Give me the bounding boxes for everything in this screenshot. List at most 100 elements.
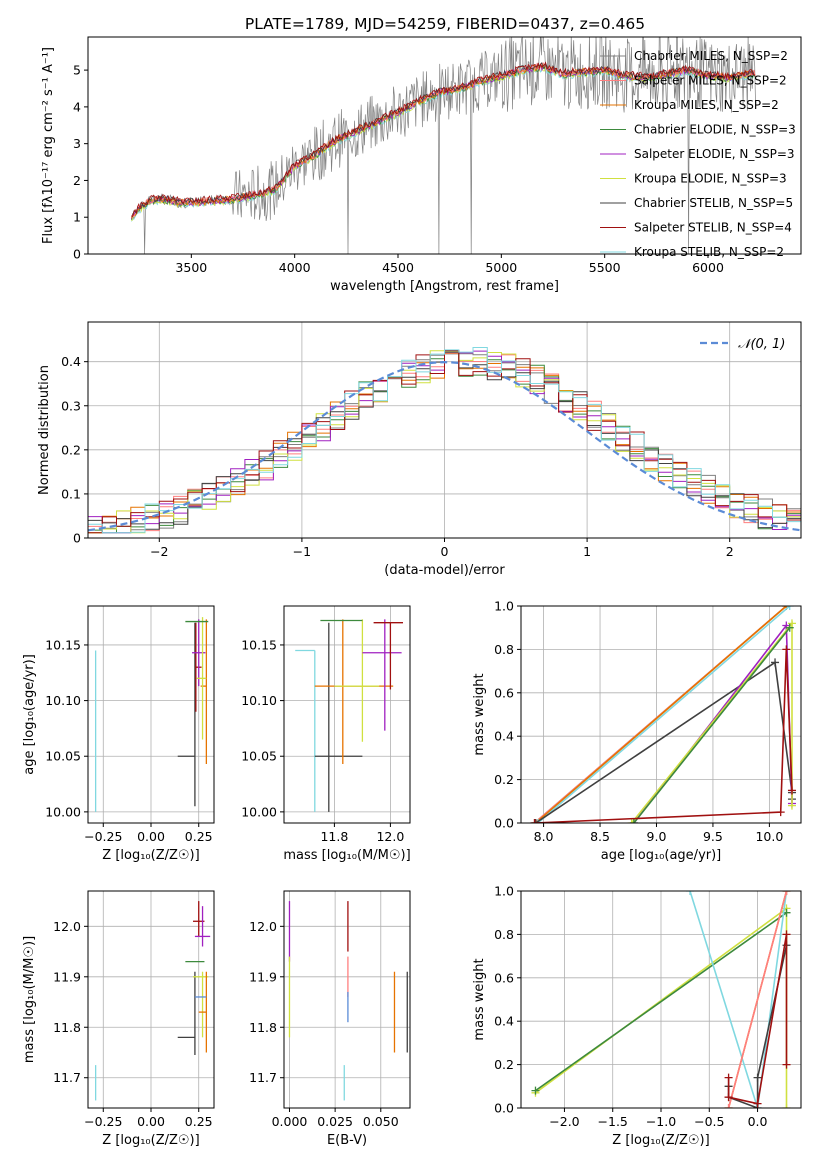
x-tick-label: 3500	[175, 260, 207, 275]
x-axis-label: mass [log₁₀(M/M☉)]	[283, 848, 410, 863]
errorbar-kroupa_miles	[314, 619, 394, 765]
x-axis-label: (data-model)/error	[384, 563, 505, 578]
y-tick-label: 10.10	[45, 693, 81, 708]
ticks: −0.25 0.00 0.25 11.7 11.8 11.9 12.0	[53, 919, 212, 1129]
errorbar-chabrier_stelib	[177, 971, 196, 1056]
x-tick-label: 11.8	[320, 829, 348, 844]
x-axis-label: Z [log₁₀(Z/Z☉)]	[102, 848, 199, 863]
series-line	[630, 621, 793, 823]
series-marker	[753, 1099, 762, 1108]
x-tick-label: 6000	[692, 260, 724, 275]
y-tick-label: 10.10	[241, 693, 277, 708]
series-line	[689, 891, 788, 1108]
series-salpeter_stelib	[530, 645, 796, 823]
x-tick-label: 2	[726, 544, 734, 559]
x-tick-label: 1	[583, 544, 591, 559]
y-tick-label: 10.15	[45, 637, 81, 652]
errorbar-salpeter_elodie	[194, 906, 211, 947]
errorbar-kroupa_elodie	[334, 619, 380, 742]
ticks: 11.8 12.0 10.00 10.05 10.10 10.15	[241, 637, 404, 844]
spectrum-lines	[131, 37, 756, 254]
y-tick-label: 0.0	[494, 816, 514, 831]
legend-label-kroupa_stelib: Kroupa STELIB, N_SSP=2	[634, 245, 784, 259]
x-axis-label: wavelength [Angstrom, rest frame]	[330, 279, 559, 294]
ticks: −2 −1 0 1 2 0 0.1 0.2 0.3 0.4	[61, 354, 734, 559]
grid	[88, 891, 214, 1108]
errorbar-salpeter_stelib	[373, 622, 403, 690]
y-tick-label: 0.2	[494, 772, 514, 787]
x-tick-label: 0.000	[272, 1114, 308, 1129]
series-marker	[724, 1104, 733, 1108]
x-tick-label: 4000	[279, 260, 311, 275]
y-tick-label: 0.1	[61, 486, 81, 501]
y-tick-label: 10.05	[241, 749, 277, 764]
series-marker	[627, 819, 636, 823]
figure-title: PLATE=1789, MJD=54259, FIBERID=0437, z=0…	[245, 15, 645, 33]
errorbar-kroupa_stelib	[295, 649, 316, 812]
series-line	[535, 912, 787, 1092]
series-marker	[782, 930, 791, 939]
x-tick-label: 0.025	[317, 1114, 353, 1129]
errorbar-kroupa_miles	[198, 971, 208, 1053]
series-marker	[782, 645, 791, 654]
series-marker	[629, 819, 638, 823]
errorbars	[94, 901, 211, 1101]
x-axis-label: Z [log₁₀(Z/Z☉)]	[612, 1133, 709, 1148]
series-marker	[782, 1060, 791, 1069]
weight-lines	[531, 891, 791, 1108]
y-tick-label: 0	[73, 531, 81, 546]
y-tick-label: 10.00	[45, 804, 81, 819]
y-tick-label: 1.0	[494, 884, 514, 899]
x-tick-label: −2	[150, 544, 168, 559]
y-tick-label: 4	[73, 99, 81, 114]
series-marker	[724, 1073, 733, 1082]
series-marker	[787, 619, 796, 628]
x-axis-label: Z [log₁₀(Z/Z☉)]	[102, 1133, 199, 1148]
y-tick-label: 11.9	[53, 969, 81, 984]
grid	[521, 890, 801, 1109]
y-tick-label: 11.8	[53, 1020, 81, 1035]
legend-label-salpeter_stelib: Salpeter STELIB, N_SSP=4	[634, 221, 792, 235]
panel-weight_vs_Z: −2.0 −1.5 −1.0 −0.5 0.0 0.0 0.2 0.4 0.6 0.8 1.0 Z […	[472, 884, 802, 1148]
x-tick-label: 0.0	[748, 1114, 768, 1129]
x-tick-label: 0.050	[363, 1114, 399, 1129]
panel-weight_vs_age: 8.0 8.5 9.0 9.5 10.0 0.0 0.2 0.4 0.6 0.8 1.0 age [l…	[472, 599, 802, 863]
y-axis-label: mass weight	[472, 673, 487, 755]
histogram-steps	[88, 347, 801, 538]
series-line	[534, 649, 793, 823]
y-tick-label: 0.2	[494, 1057, 514, 1072]
errorbar-chabrier_stelib	[177, 622, 196, 807]
y-tick-label: 11.7	[53, 1070, 81, 1085]
errorbars	[295, 619, 403, 812]
panel-residuals: −2 −1 0 1 2 0 0.1 0.2 0.3 0.4 (data-model)/error No…	[37, 321, 802, 578]
errorbars	[94, 617, 209, 812]
series-marker	[787, 786, 796, 795]
grid	[284, 891, 410, 1108]
x-tick-label: 10.0	[755, 829, 783, 844]
residuals-legend: 𝒩(0, 1)	[700, 337, 785, 352]
y-tick-label: 3	[73, 136, 81, 151]
series-marker	[533, 819, 542, 823]
ticks: 8.0 8.5 9.0 9.5 10.0 0.0 0.2 0.4 0.6 0.8 1.0	[494, 599, 783, 845]
series-marker	[531, 819, 540, 823]
y-tick-label: 0.4	[494, 1014, 514, 1029]
legend-label-salpeter_elodie: Salpeter ELODIE, N_SSP=3	[634, 147, 795, 161]
x-axis-label: age [log₁₀(age/yr)]	[601, 848, 722, 863]
y-tick-label: 0.6	[494, 685, 514, 700]
x-tick-label: 8.5	[590, 829, 610, 844]
y-axis-label: mass weight	[472, 958, 487, 1040]
series-marker	[724, 1093, 733, 1102]
series-line	[535, 661, 793, 823]
series-marker	[531, 1086, 540, 1095]
histogram-salpeter_stelib	[88, 349, 801, 538]
legend-label-chabrier_stelib: Chabrier STELIB, N_SSP=5	[634, 196, 793, 210]
y-axis-label: age [log₁₀(age/yr)]	[22, 654, 37, 775]
gaussian-curve	[88, 360, 801, 532]
y-tick-label: 12.0	[249, 919, 277, 934]
series-chabrier_stelib	[531, 658, 796, 823]
y-tick-label: 10.15	[241, 637, 277, 652]
y-tick-label: 11.8	[249, 1020, 277, 1035]
y-tick-label: 0.4	[61, 354, 81, 369]
errorbar-chabrier_stelib	[314, 622, 363, 812]
